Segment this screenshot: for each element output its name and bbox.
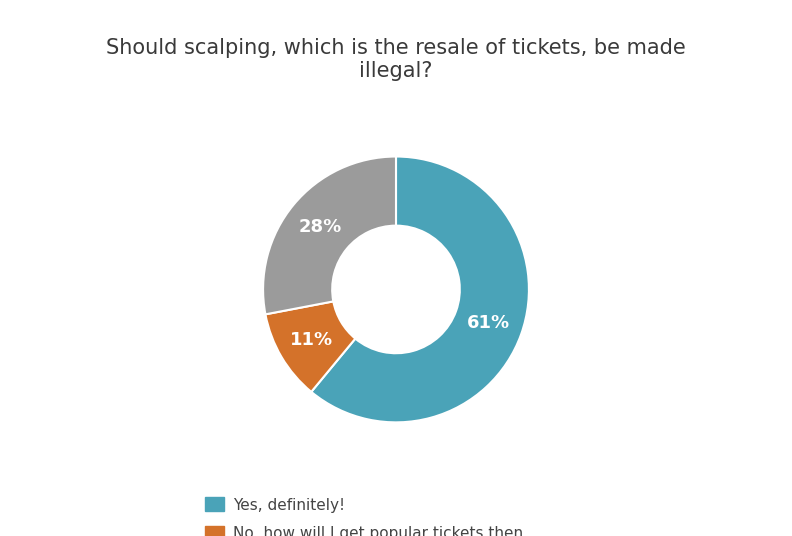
Text: Should scalping, which is the resale of tickets, be made
illegal?: Should scalping, which is the resale of … (106, 38, 686, 81)
Wedge shape (311, 157, 529, 422)
Wedge shape (265, 301, 356, 392)
Wedge shape (263, 157, 396, 314)
Legend: Yes, definitely!, No, how will I get popular tickets then..., I do not have an o: Yes, definitely!, No, how will I get pop… (197, 490, 545, 536)
Text: 61%: 61% (467, 314, 510, 332)
Text: 11%: 11% (290, 331, 333, 348)
Text: 28%: 28% (299, 218, 342, 236)
